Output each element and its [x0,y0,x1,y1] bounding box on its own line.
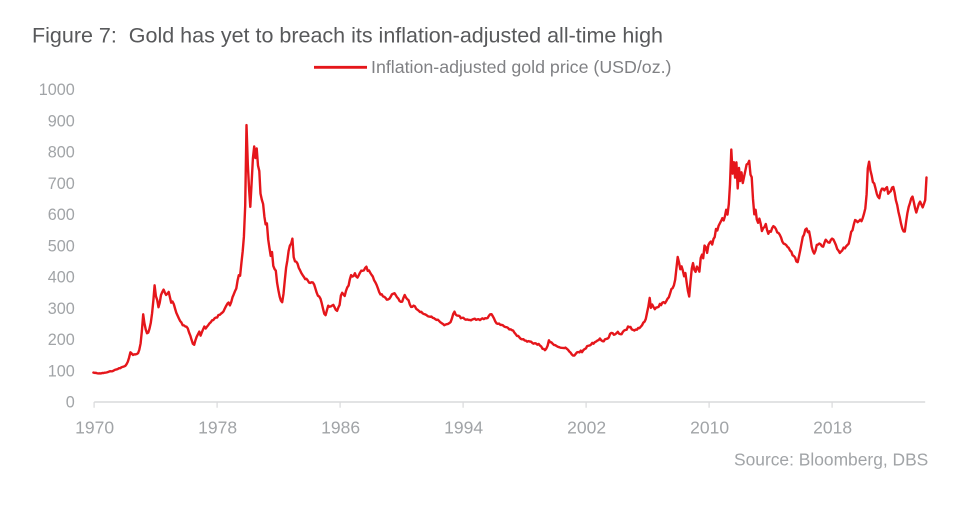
svg-text:200: 200 [48,331,75,349]
svg-text:400: 400 [48,269,75,287]
svg-text:300: 300 [48,300,75,318]
svg-text:2010: 2010 [690,417,729,437]
svg-text:600: 600 [48,206,75,224]
svg-text:2002: 2002 [567,417,606,437]
svg-text:100: 100 [48,362,75,380]
svg-text:Source: Bloomberg, DBS: Source: Bloomberg, DBS [734,449,928,469]
svg-text:1970: 1970 [75,417,114,437]
svg-text:Figure 7: Gold has yet to bre: Figure 7: Gold has yet to breach its inf… [32,23,663,47]
svg-text:800: 800 [48,144,75,162]
svg-text:0: 0 [66,394,75,412]
svg-text:500: 500 [48,237,75,255]
svg-text:1994: 1994 [444,417,483,437]
svg-text:1978: 1978 [198,417,237,437]
svg-text:Inflation-adjusted gold price: Inflation-adjusted gold price (USD/oz.) [371,57,671,77]
svg-text:2018: 2018 [813,417,852,437]
svg-text:1000: 1000 [39,81,75,99]
svg-text:700: 700 [48,175,75,193]
svg-text:1986: 1986 [321,417,360,437]
svg-text:900: 900 [48,112,75,130]
